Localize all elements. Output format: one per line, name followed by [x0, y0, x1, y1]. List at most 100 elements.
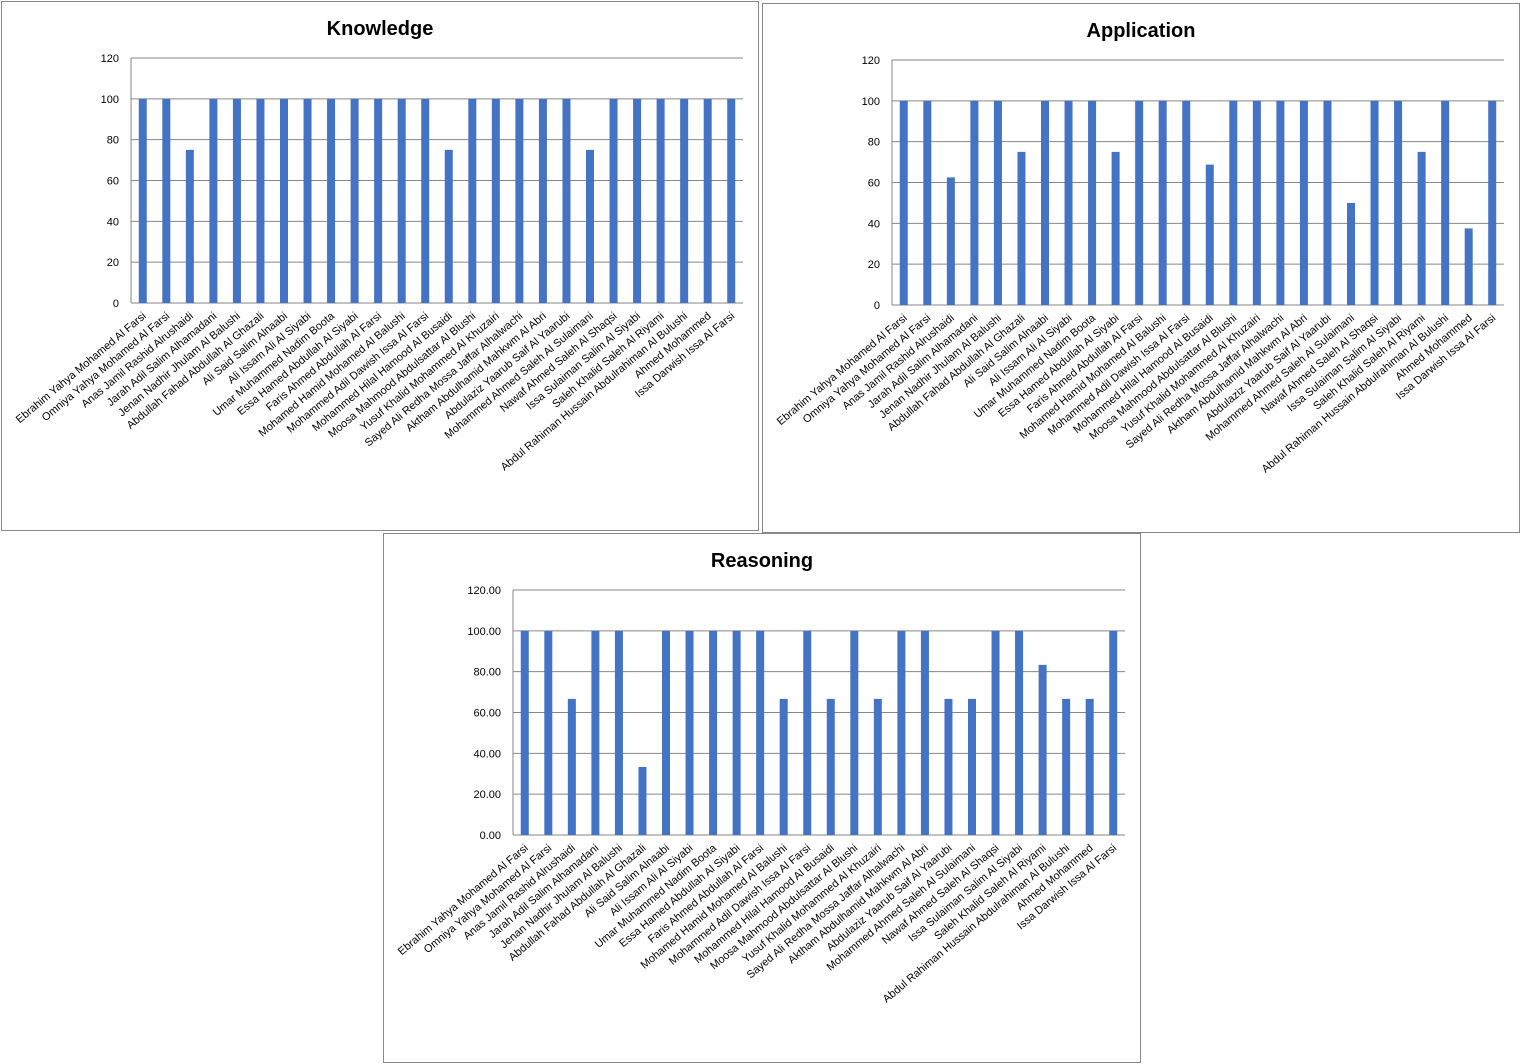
y-tick-label: 80: [868, 137, 880, 149]
bar: [609, 98, 618, 303]
bar: [1038, 664, 1047, 835]
bar: [1158, 100, 1167, 305]
bar: [1109, 630, 1118, 835]
bar: [209, 98, 218, 303]
chart-title: Knowledge: [327, 18, 434, 40]
bar: [756, 630, 765, 835]
y-tick-label: 40.00: [473, 748, 501, 760]
bar: [515, 98, 524, 303]
bar: [397, 98, 406, 303]
bar: [944, 698, 953, 835]
bar: [350, 98, 359, 303]
bar: [685, 630, 694, 835]
bar: [662, 630, 670, 835]
bar: [703, 98, 712, 303]
y-tick-label: 0.00: [480, 830, 501, 842]
reasoning-chart: Reasoning 0.00 20.00 40.00 60.00 80.00 100.00 1…: [383, 533, 1141, 1063]
y-tick-label: 80.00: [473, 667, 501, 679]
y-tick-label: 60: [868, 178, 880, 190]
chart-svg: Reasoning 0.00 20.00 40.00 60.00 80.00 100.00 1…: [396, 550, 1125, 1005]
y-tick-label: 100: [101, 94, 119, 106]
bar: [727, 98, 736, 303]
bar: [991, 630, 1000, 835]
bar: [374, 98, 383, 303]
bar: [232, 98, 241, 303]
bar: [1464, 228, 1473, 305]
bar: [1015, 630, 1024, 835]
chart-title: Application: [1087, 20, 1196, 42]
y-tick-label: 60.00: [473, 708, 501, 720]
bar: [826, 698, 835, 835]
bar: [970, 100, 979, 305]
bar: [614, 630, 623, 835]
y-tick-label: 0: [874, 300, 880, 312]
y-tick-label: 20.00: [473, 789, 501, 801]
bar: [873, 698, 882, 835]
bar: [327, 98, 336, 303]
y-tick-label: 120: [862, 55, 880, 67]
bar: [256, 98, 265, 303]
bar: [1182, 100, 1191, 305]
bar: [538, 98, 547, 303]
bar: [638, 766, 647, 835]
y-tick-label: 20: [868, 259, 880, 271]
y-tick-label: 100: [862, 96, 880, 108]
bar: [1417, 151, 1426, 305]
y-tick-label: 60: [107, 176, 119, 188]
y-tick-label: 120.00: [467, 585, 501, 597]
bar: [656, 98, 665, 303]
bar: [680, 98, 689, 303]
bar: [138, 98, 147, 303]
y-tick-label: 120: [101, 53, 119, 65]
y-tick-label: 40: [107, 216, 119, 228]
bar: [562, 98, 571, 303]
bar: [591, 630, 600, 835]
bar: [850, 630, 859, 835]
y-tick-label: 80: [107, 135, 119, 147]
y-tick-label: 100.00: [467, 626, 501, 638]
bar: [709, 630, 718, 835]
y-tick-label: 20: [107, 257, 119, 269]
bar: [1064, 100, 1073, 305]
bar: [1347, 202, 1355, 305]
bar: [633, 98, 642, 303]
bar: [280, 98, 288, 303]
bar: [923, 100, 932, 305]
bar: [803, 630, 812, 835]
bar: [1299, 100, 1308, 305]
bar: [544, 630, 553, 835]
bar: [1229, 100, 1238, 305]
knowledge-chart: Knowledge 0 20 40 60 80 100 120 Ebrahim Yahya Mo…: [1, 1, 759, 531]
bar: [1441, 100, 1450, 305]
bar: [1276, 100, 1285, 305]
bar: [1062, 698, 1071, 835]
bar: [185, 149, 194, 303]
bar: [1370, 100, 1379, 305]
bar: [993, 100, 1002, 305]
bar: [732, 630, 741, 835]
bar: [586, 149, 594, 303]
y-tick-label: 0: [113, 298, 119, 310]
bar: [567, 698, 576, 835]
bar: [303, 98, 312, 303]
bar: [1041, 100, 1049, 305]
bar: [1088, 100, 1097, 305]
bar: [444, 149, 453, 303]
bar: [946, 177, 955, 305]
bar: [1205, 164, 1214, 305]
application-chart: Application 0 20 40 60 80 100 120 Ebrahim Yahya …: [762, 3, 1520, 533]
bar: [899, 100, 908, 305]
bar: [779, 698, 788, 835]
bar: [421, 98, 430, 303]
bar: [162, 98, 171, 303]
bar: [520, 630, 529, 835]
bar: [897, 630, 906, 835]
bar: [1135, 100, 1144, 305]
bar: [968, 698, 976, 835]
bar: [1085, 698, 1094, 835]
bar: [1111, 151, 1120, 305]
bar: [920, 630, 929, 835]
chart-title: Reasoning: [711, 550, 813, 572]
